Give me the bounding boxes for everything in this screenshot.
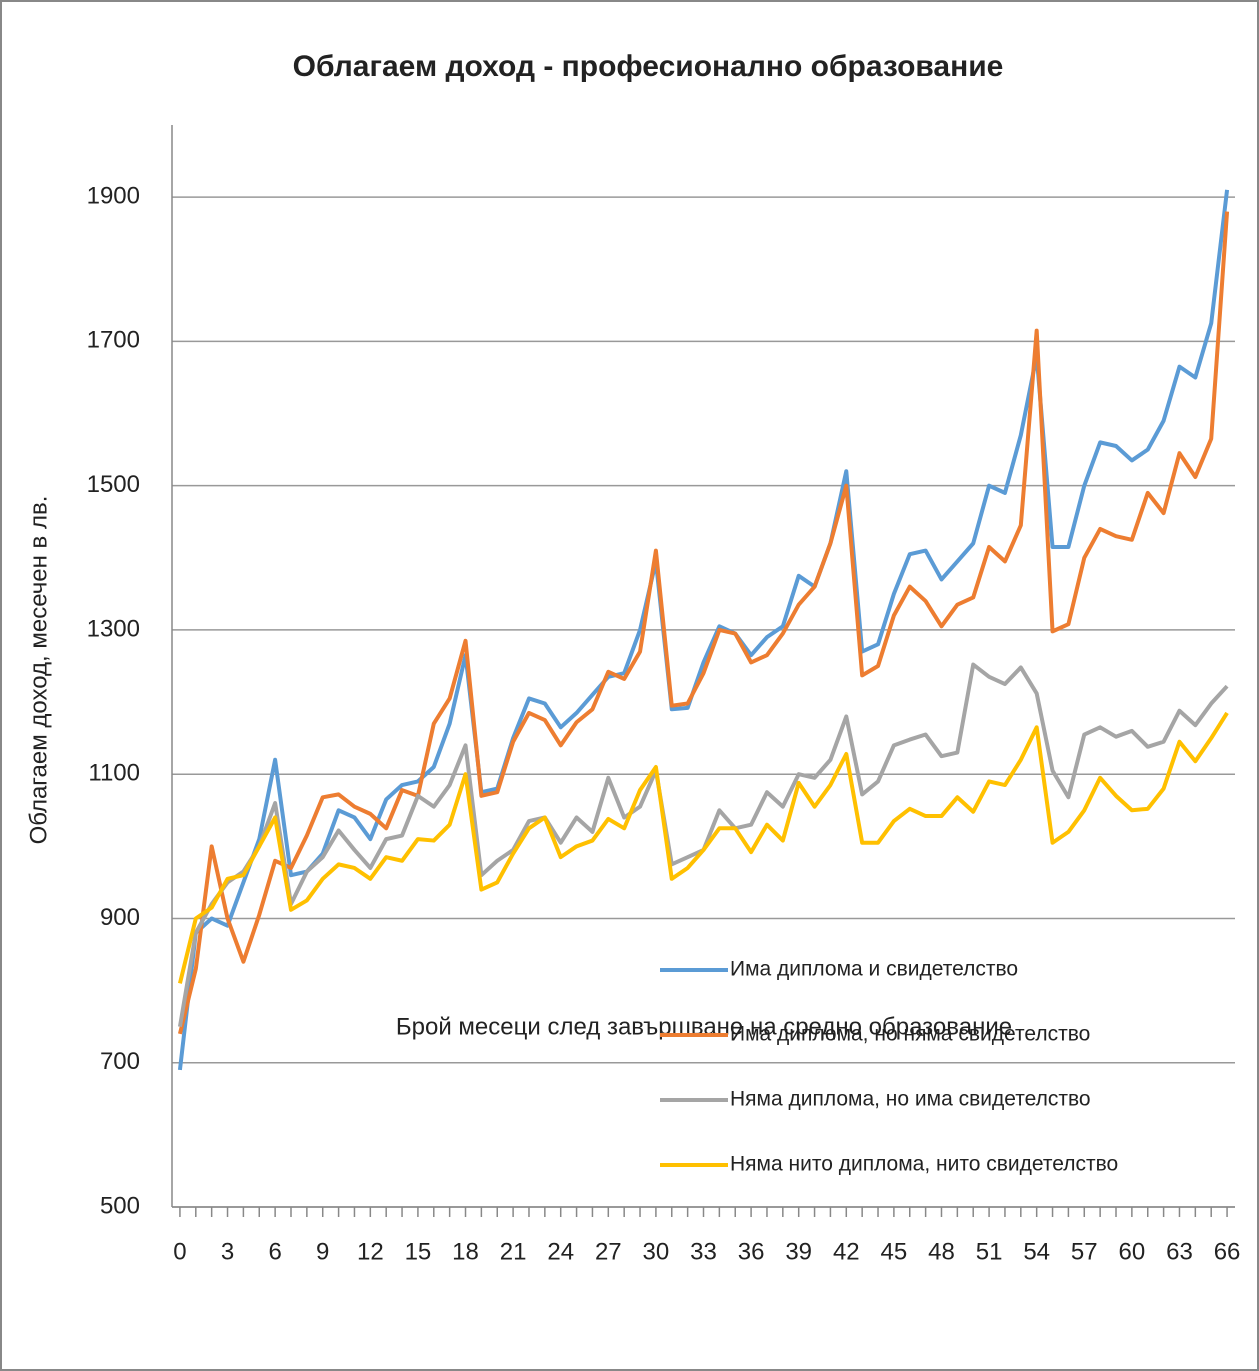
legend-label: Няма диплома, но има свидетелство — [730, 1088, 1091, 1111]
x-tick-label: 45 — [881, 1238, 908, 1265]
y-tick-label: 1300 — [87, 615, 140, 642]
legend-label: Има диплома, но няма свидетелство — [730, 1023, 1090, 1046]
chart-title: Облагаем доход - професионално образован… — [293, 50, 1004, 83]
x-tick-label: 15 — [405, 1238, 432, 1265]
x-tick-label: 66 — [1214, 1238, 1241, 1265]
x-tick-label: 24 — [547, 1238, 574, 1265]
series-line — [177, 711, 1229, 984]
x-tick-label: 9 — [316, 1238, 329, 1265]
legend-label: Има диплома и свидетелство — [730, 958, 1018, 981]
y-tick-label: 1700 — [87, 327, 140, 354]
x-tick-label: 12 — [357, 1238, 384, 1265]
x-tick-label: 0 — [173, 1238, 186, 1265]
x-tick-label: 39 — [785, 1238, 812, 1265]
legend-label: Няма нито диплома, нито свидетелство — [730, 1153, 1118, 1176]
series-line — [177, 211, 1230, 1035]
y-tick-label: 900 — [100, 904, 140, 931]
y-tick-label: 1100 — [88, 760, 140, 787]
y-tick-label: 700 — [100, 1048, 140, 1075]
x-tick-label: 54 — [1023, 1238, 1050, 1265]
x-tick-label: 48 — [928, 1238, 955, 1265]
x-tick-label: 30 — [643, 1238, 670, 1265]
x-tick-label: 51 — [976, 1238, 1003, 1265]
x-tick-label: 36 — [738, 1238, 765, 1265]
y-tick-label: 1900 — [87, 182, 140, 209]
series-line — [177, 189, 1230, 1071]
x-tick-label: 42 — [833, 1238, 860, 1265]
y-tick-label: 500 — [100, 1192, 140, 1219]
x-tick-label: 60 — [1119, 1238, 1146, 1265]
y-tick-label: 1500 — [87, 471, 140, 498]
y-axis-label: Облагаем доход, месечен в лв. — [25, 496, 52, 845]
x-tick-label: 18 — [452, 1238, 479, 1265]
x-tick-label: 3 — [221, 1238, 234, 1265]
x-tick-label: 57 — [1071, 1238, 1098, 1265]
x-tick-label: 33 — [690, 1238, 717, 1265]
x-tick-label: 27 — [595, 1238, 622, 1265]
x-tick-label: 63 — [1166, 1238, 1193, 1265]
x-tick-label: 6 — [268, 1238, 281, 1265]
x-tick-label: 21 — [500, 1238, 527, 1265]
